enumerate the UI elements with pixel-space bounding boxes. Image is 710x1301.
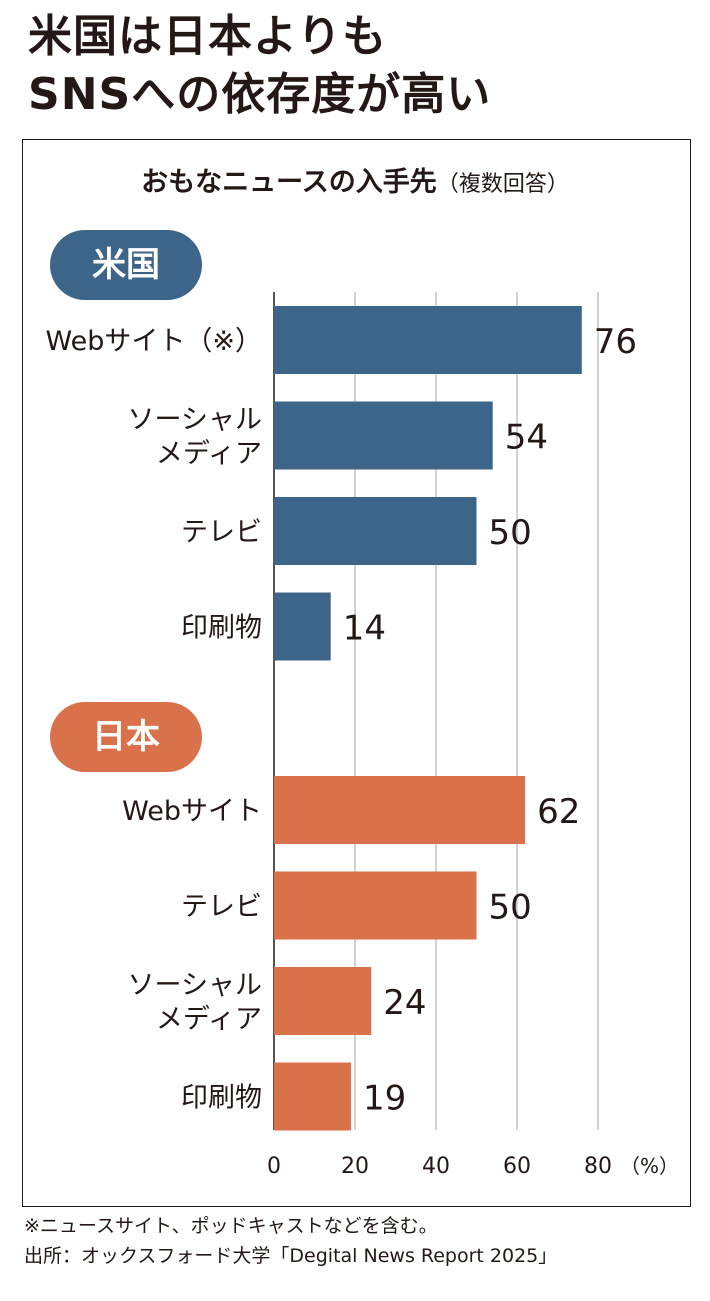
bar <box>274 1062 351 1131</box>
category-label: テレビ <box>181 517 262 548</box>
chart-title: おもなニュースの入手先（複数回答） <box>0 160 710 199</box>
headline: 米国は日本よりも SNSへの依存度が高い <box>28 8 698 124</box>
chart-frame <box>22 139 691 1207</box>
x-tick-label: 40 <box>422 1154 450 1179</box>
category-label: 印刷物 <box>181 1083 262 1114</box>
chart-title-main: おもなニュースの入手先 <box>141 167 437 198</box>
bar <box>274 871 477 940</box>
bar-value-label: 24 <box>383 983 426 1023</box>
x-tick-label: 20 <box>341 1154 369 1179</box>
category-label: Webサイト <box>122 796 262 827</box>
bar-value-label: 62 <box>537 792 580 832</box>
bar-value-label: 50 <box>489 513 532 553</box>
category-label: メディア <box>156 1004 262 1035</box>
bar-value-label: 19 <box>363 1079 406 1119</box>
x-tick-label: 60 <box>503 1154 531 1179</box>
x-axis-unit: （%） <box>620 1154 679 1178</box>
footnote: ※ニュースサイト、ポッドキャストなどを含む。 <box>24 1215 438 1237</box>
source-note: 出所：オックスフォード大学「Degital News Report 2025」 <box>24 1245 558 1267</box>
bar-value-label: 50 <box>489 888 532 928</box>
bar <box>274 592 331 661</box>
bar <box>274 306 582 374</box>
category-label: メディア <box>156 439 262 470</box>
headline-line-2: SNSへの依存度が高い <box>28 69 492 120</box>
category-label: テレビ <box>181 892 262 923</box>
category-label: Webサイト（※） <box>46 326 263 357</box>
x-tick-label: 0 <box>267 1154 281 1179</box>
group-pill <box>50 230 202 300</box>
group-pill-label: 日本 <box>92 717 160 757</box>
bar-value-label: 76 <box>594 322 637 362</box>
bar-value-label: 54 <box>505 418 548 458</box>
category-label: ソーシャル <box>128 405 262 436</box>
bar-value-label: 14 <box>343 609 386 649</box>
category-label: ソーシャル <box>128 970 262 1001</box>
headline-line-1: 米国は日本よりも <box>28 11 388 62</box>
category-label: 印刷物 <box>181 613 262 644</box>
bar <box>274 967 372 1035</box>
bar <box>274 776 526 844</box>
group-pill-label: 米国 <box>92 245 160 285</box>
x-tick-label: 80 <box>584 1154 612 1179</box>
group-pill <box>50 702 202 772</box>
bar <box>274 497 477 565</box>
bar <box>274 401 493 470</box>
chart-title-sub: （複数回答） <box>436 172 569 197</box>
